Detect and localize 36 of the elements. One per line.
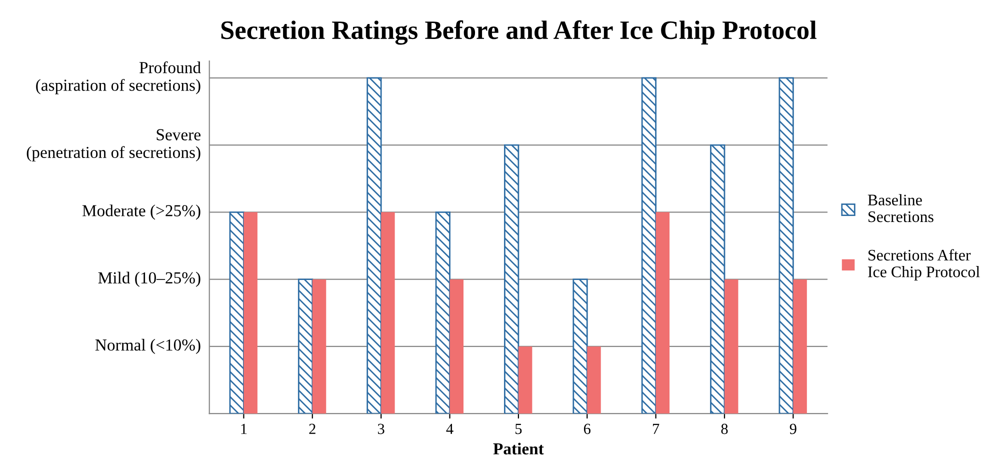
bar [641,77,656,414]
bar [710,144,726,414]
x-tick-label: 9 [790,424,796,434]
bar [587,346,601,414]
x-axis-title: Patient [493,442,544,454]
x-tick-label: 5 [516,424,522,434]
ref-line-label: Mild (10–25%) [98,272,200,287]
bar [518,346,532,414]
x-tick-label: 2 [309,424,316,434]
bar [724,279,738,414]
ref-line-label: Moderate (>25%) [82,204,200,220]
ref-line-label: Profound (aspiration of secretions) [36,61,201,94]
legend-label: Baseline Secretions [868,194,934,222]
x-tick-label: 4 [446,424,454,434]
legend-label: Secretions After Ice Chip Protocol [868,249,980,281]
bar [572,278,588,414]
x-tick-label: 3 [378,424,384,434]
chart-title: Secretion Ratings Before and After Ice Chip Protocol [221,20,816,45]
bar [229,211,244,414]
bar [366,77,382,414]
x-tick-label: 6 [584,424,590,434]
bar [450,279,464,414]
x-tick-label: 1 [241,424,247,434]
bar [778,77,794,414]
x-tick-label: 7 [652,424,660,434]
x-tick-label: 8 [721,424,728,434]
ref-line-label: Normal (<10%) [95,338,200,354]
bar [504,144,520,414]
bar [793,279,807,414]
bar [312,279,326,414]
bar [381,212,395,414]
ref-line-label: Severe (penetration of secretions) [26,129,200,162]
bar [656,212,670,414]
bar [298,278,314,414]
bar [435,211,450,414]
bar [244,212,258,414]
